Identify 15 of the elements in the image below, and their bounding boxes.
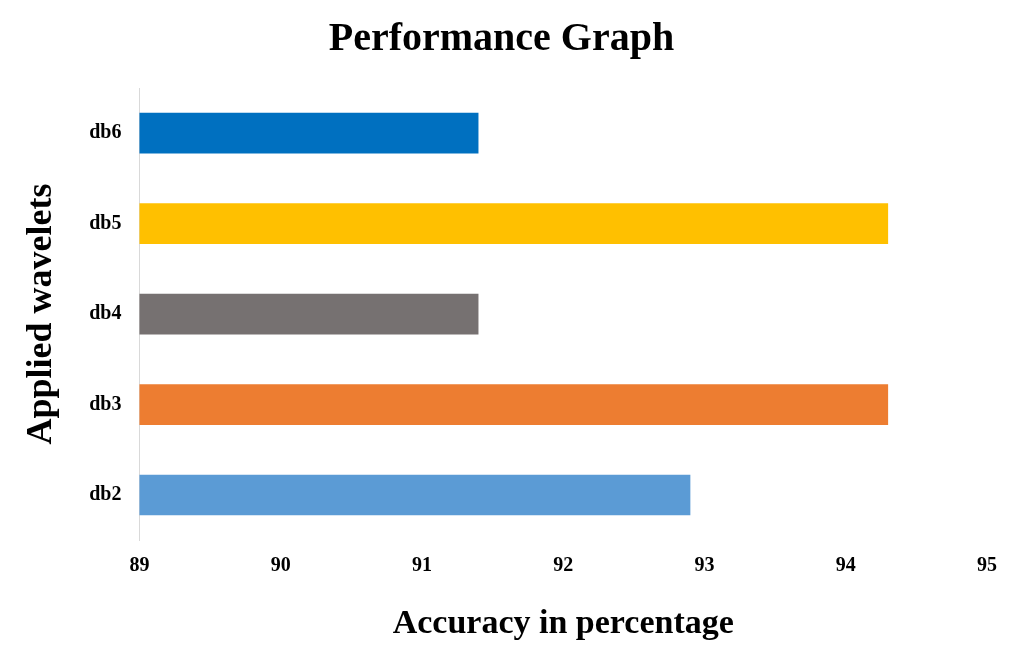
chart-title: Performance Graph (328, 14, 675, 60)
x-tick-label: 93 (694, 553, 715, 576)
y-tick-label: db5 (89, 210, 122, 233)
x-tick-label: 92 (553, 553, 574, 576)
y-tick-label: db3 (89, 391, 122, 414)
y-tick-label: db4 (89, 301, 122, 324)
y-tick-label: db2 (89, 482, 122, 505)
y-tick-label: db6 (89, 120, 122, 143)
x-tick-label: 89 (129, 553, 150, 576)
x-tick-label: 94 (835, 553, 856, 576)
y-axis-title: Applied wavelets (18, 183, 59, 445)
x-tick-label: 90 (270, 553, 291, 576)
x-tick-label: 95 (977, 553, 997, 576)
x-tick-label: 91 (411, 553, 432, 576)
x-axis-title: Accuracy in percentage (392, 603, 734, 641)
